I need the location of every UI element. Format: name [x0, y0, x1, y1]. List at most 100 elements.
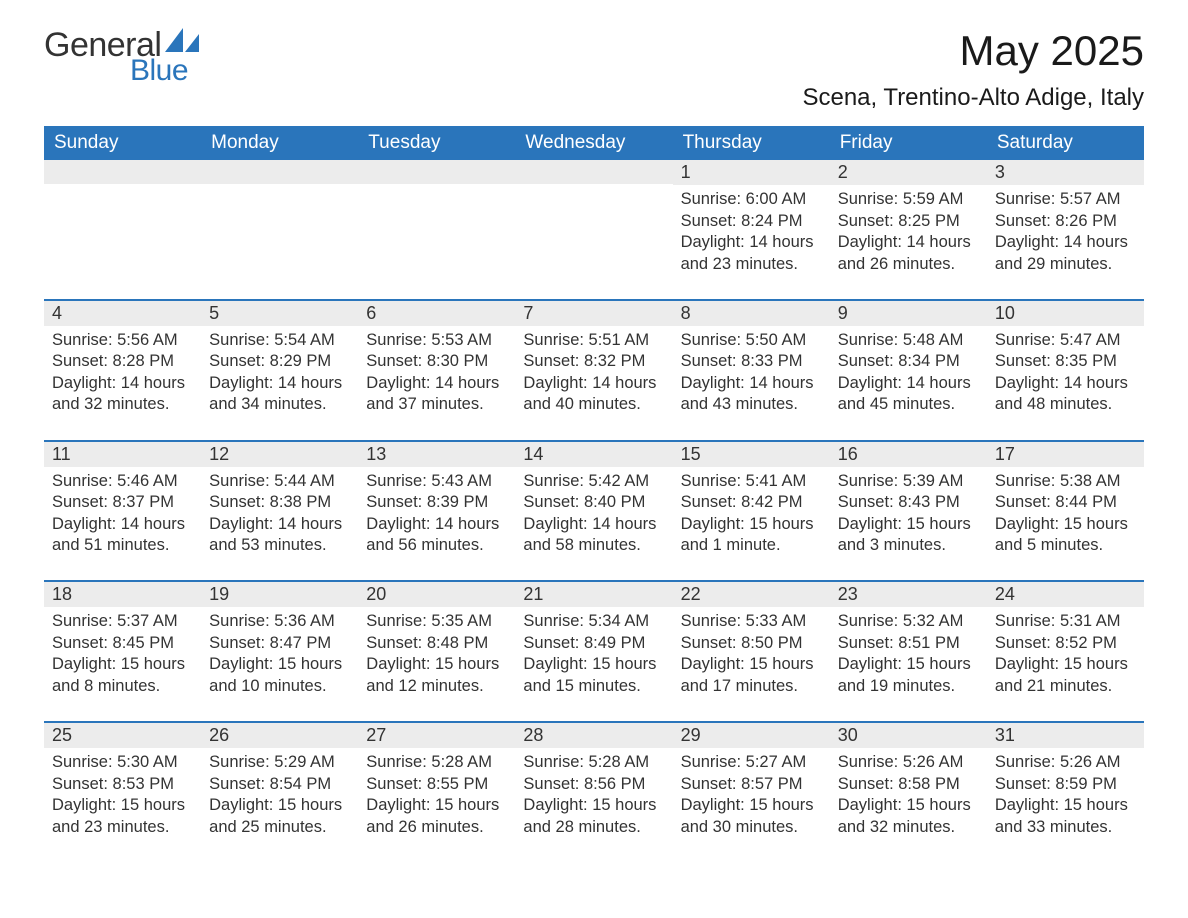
- day-cell: 24Sunrise: 5:31 AMSunset: 8:52 PMDayligh…: [987, 582, 1144, 721]
- day-body: Sunrise: 6:00 AMSunset: 8:24 PMDaylight:…: [673, 185, 830, 299]
- weekday-header-cell: Monday: [201, 128, 358, 160]
- day-number: 9: [830, 301, 987, 326]
- day-number: 11: [44, 442, 201, 467]
- day-cell: 14Sunrise: 5:42 AMSunset: 8:40 PMDayligh…: [515, 442, 672, 581]
- day-body: Sunrise: 5:47 AMSunset: 8:35 PMDaylight:…: [987, 326, 1144, 440]
- daylight-text: Daylight: 14 hours and 37 minutes.: [366, 373, 507, 416]
- location-subtitle: Scena, Trentino-Alto Adige, Italy: [802, 84, 1144, 112]
- sunset-text: Sunset: 8:48 PM: [366, 633, 507, 654]
- sunrise-text: Sunrise: 5:44 AM: [209, 471, 350, 492]
- week-row: 25Sunrise: 5:30 AMSunset: 8:53 PMDayligh…: [44, 721, 1144, 862]
- sunrise-text: Sunrise: 5:59 AM: [838, 189, 979, 210]
- week-row: 11Sunrise: 5:46 AMSunset: 8:37 PMDayligh…: [44, 440, 1144, 581]
- day-body: Sunrise: 5:50 AMSunset: 8:33 PMDaylight:…: [673, 326, 830, 440]
- day-cell: 26Sunrise: 5:29 AMSunset: 8:54 PMDayligh…: [201, 723, 358, 862]
- top-bar: General Blue May 2025 Scena, Trentino-Al…: [44, 28, 1144, 112]
- sunrise-text: Sunrise: 5:29 AM: [209, 752, 350, 773]
- day-number: 4: [44, 301, 201, 326]
- sunrise-text: Sunrise: 5:41 AM: [681, 471, 822, 492]
- day-body: Sunrise: 5:31 AMSunset: 8:52 PMDaylight:…: [987, 607, 1144, 721]
- sunrise-text: Sunrise: 5:43 AM: [366, 471, 507, 492]
- day-number: 24: [987, 582, 1144, 607]
- day-number: 6: [358, 301, 515, 326]
- sunset-text: Sunset: 8:39 PM: [366, 492, 507, 513]
- day-cell: [201, 160, 358, 299]
- day-number: 29: [673, 723, 830, 748]
- daylight-text: Daylight: 14 hours and 56 minutes.: [366, 514, 507, 557]
- day-cell: 23Sunrise: 5:32 AMSunset: 8:51 PMDayligh…: [830, 582, 987, 721]
- day-number: 15: [673, 442, 830, 467]
- sunrise-text: Sunrise: 5:51 AM: [523, 330, 664, 351]
- day-body: Sunrise: 5:28 AMSunset: 8:56 PMDaylight:…: [515, 748, 672, 862]
- day-cell: [358, 160, 515, 299]
- day-cell: 8Sunrise: 5:50 AMSunset: 8:33 PMDaylight…: [673, 301, 830, 440]
- daylight-text: Daylight: 15 hours and 28 minutes.: [523, 795, 664, 838]
- day-cell: 2Sunrise: 5:59 AMSunset: 8:25 PMDaylight…: [830, 160, 987, 299]
- weekday-header-cell: Thursday: [673, 128, 830, 160]
- day-cell: 17Sunrise: 5:38 AMSunset: 8:44 PMDayligh…: [987, 442, 1144, 581]
- day-cell: 31Sunrise: 5:26 AMSunset: 8:59 PMDayligh…: [987, 723, 1144, 862]
- sunset-text: Sunset: 8:38 PM: [209, 492, 350, 513]
- day-number: 20: [358, 582, 515, 607]
- sunset-text: Sunset: 8:37 PM: [52, 492, 193, 513]
- sunrise-text: Sunrise: 5:33 AM: [681, 611, 822, 632]
- sunrise-text: Sunrise: 5:39 AM: [838, 471, 979, 492]
- sunrise-text: Sunrise: 5:26 AM: [838, 752, 979, 773]
- sunrise-text: Sunrise: 5:31 AM: [995, 611, 1136, 632]
- brand-logo: General Blue: [44, 28, 199, 86]
- day-body: Sunrise: 5:35 AMSunset: 8:48 PMDaylight:…: [358, 607, 515, 721]
- day-cell: 28Sunrise: 5:28 AMSunset: 8:56 PMDayligh…: [515, 723, 672, 862]
- daylight-text: Daylight: 14 hours and 23 minutes.: [681, 232, 822, 275]
- sunrise-text: Sunrise: 5:48 AM: [838, 330, 979, 351]
- weekday-header-cell: Friday: [830, 128, 987, 160]
- daylight-text: Daylight: 14 hours and 40 minutes.: [523, 373, 664, 416]
- day-cell: 15Sunrise: 5:41 AMSunset: 8:42 PMDayligh…: [673, 442, 830, 581]
- day-body: [358, 184, 515, 292]
- month-title: May 2025: [802, 28, 1144, 74]
- sunset-text: Sunset: 8:29 PM: [209, 351, 350, 372]
- day-number: 27: [358, 723, 515, 748]
- day-cell: 30Sunrise: 5:26 AMSunset: 8:58 PMDayligh…: [830, 723, 987, 862]
- day-number: 21: [515, 582, 672, 607]
- daylight-text: Daylight: 14 hours and 58 minutes.: [523, 514, 664, 557]
- weekday-header-cell: Sunday: [44, 128, 201, 160]
- day-number: 18: [44, 582, 201, 607]
- day-cell: 7Sunrise: 5:51 AMSunset: 8:32 PMDaylight…: [515, 301, 672, 440]
- day-number: 28: [515, 723, 672, 748]
- day-cell: 1Sunrise: 6:00 AMSunset: 8:24 PMDaylight…: [673, 160, 830, 299]
- day-cell: 18Sunrise: 5:37 AMSunset: 8:45 PMDayligh…: [44, 582, 201, 721]
- sunrise-text: Sunrise: 5:28 AM: [366, 752, 507, 773]
- daylight-text: Daylight: 14 hours and 32 minutes.: [52, 373, 193, 416]
- sunset-text: Sunset: 8:59 PM: [995, 774, 1136, 795]
- daylight-text: Daylight: 14 hours and 29 minutes.: [995, 232, 1136, 275]
- day-cell: 4Sunrise: 5:56 AMSunset: 8:28 PMDaylight…: [44, 301, 201, 440]
- daylight-text: Daylight: 14 hours and 43 minutes.: [681, 373, 822, 416]
- day-number: 2: [830, 160, 987, 185]
- day-cell: 20Sunrise: 5:35 AMSunset: 8:48 PMDayligh…: [358, 582, 515, 721]
- weekday-header-row: SundayMondayTuesdayWednesdayThursdayFrid…: [44, 128, 1144, 160]
- day-cell: 11Sunrise: 5:46 AMSunset: 8:37 PMDayligh…: [44, 442, 201, 581]
- day-body: Sunrise: 5:30 AMSunset: 8:53 PMDaylight:…: [44, 748, 201, 862]
- sunset-text: Sunset: 8:49 PM: [523, 633, 664, 654]
- sunrise-text: Sunrise: 5:57 AM: [995, 189, 1136, 210]
- sunset-text: Sunset: 8:54 PM: [209, 774, 350, 795]
- week-row: 18Sunrise: 5:37 AMSunset: 8:45 PMDayligh…: [44, 580, 1144, 721]
- daylight-text: Daylight: 15 hours and 19 minutes.: [838, 654, 979, 697]
- day-number: 7: [515, 301, 672, 326]
- day-cell: [44, 160, 201, 299]
- sunset-text: Sunset: 8:57 PM: [681, 774, 822, 795]
- daylight-text: Daylight: 15 hours and 10 minutes.: [209, 654, 350, 697]
- sunset-text: Sunset: 8:47 PM: [209, 633, 350, 654]
- day-cell: 12Sunrise: 5:44 AMSunset: 8:38 PMDayligh…: [201, 442, 358, 581]
- sunrise-text: Sunrise: 5:37 AM: [52, 611, 193, 632]
- day-cell: [515, 160, 672, 299]
- daylight-text: Daylight: 15 hours and 8 minutes.: [52, 654, 193, 697]
- day-cell: 10Sunrise: 5:47 AMSunset: 8:35 PMDayligh…: [987, 301, 1144, 440]
- day-body: Sunrise: 5:41 AMSunset: 8:42 PMDaylight:…: [673, 467, 830, 581]
- day-cell: 6Sunrise: 5:53 AMSunset: 8:30 PMDaylight…: [358, 301, 515, 440]
- daylight-text: Daylight: 15 hours and 15 minutes.: [523, 654, 664, 697]
- sunset-text: Sunset: 8:56 PM: [523, 774, 664, 795]
- day-number: 22: [673, 582, 830, 607]
- daylight-text: Daylight: 14 hours and 53 minutes.: [209, 514, 350, 557]
- sunrise-text: Sunrise: 5:28 AM: [523, 752, 664, 773]
